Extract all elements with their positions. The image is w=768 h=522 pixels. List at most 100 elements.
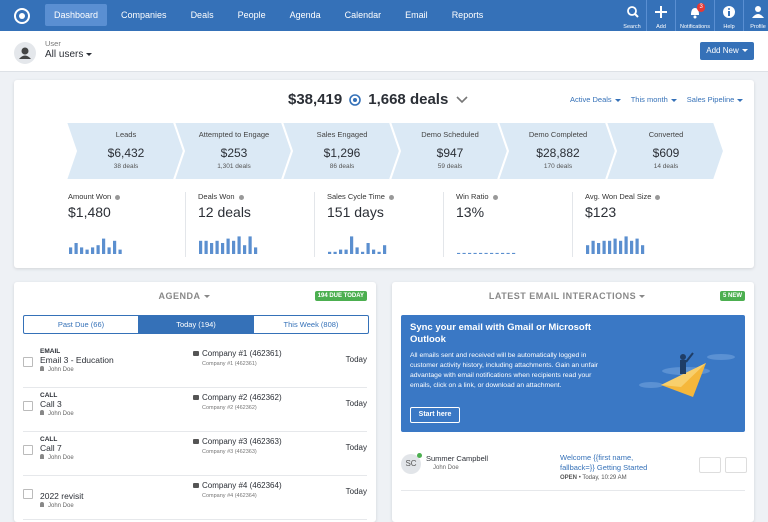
- checkbox[interactable]: [23, 401, 33, 411]
- email-title[interactable]: LATEST EMAIL INTERACTIONS: [392, 291, 742, 301]
- filter[interactable]: Sales Pipeline: [687, 95, 744, 104]
- nav-action[interactable]: Profile: [743, 0, 768, 31]
- email-title-text: LATEST EMAIL INTERACTIONS: [488, 291, 637, 301]
- kpi: Win Ratio 13%: [443, 192, 574, 257]
- nav-action[interactable]: Search: [618, 0, 646, 31]
- kpi-sparkbars: [69, 238, 122, 254]
- email-item[interactable]: SC Summer Campbell John Doe Welcome {{first…: [401, 442, 747, 491]
- top-nav: Dashboard Companies Deals People Agenda Calen…: [0, 0, 768, 31]
- agenda-badge: 194 DUE TODAY: [314, 291, 367, 301]
- nav-item[interactable]: Deals: [190, 10, 214, 20]
- agenda-row[interactable]: CALL Call 7 John Doe Company #3 (462363) Com…: [23, 432, 367, 476]
- agenda-rows: EMAIL Email 3 - Education John Doe Company …: [14, 344, 376, 520]
- nav-item[interactable]: Companies: [121, 10, 167, 20]
- person-icon: [40, 454, 44, 459]
- nav-item[interactable]: Email: [405, 10, 428, 20]
- row-company-sub: Company #2 (462362): [202, 405, 257, 411]
- funnel-stage-text[interactable]: Attempted to Engage $253 1,301 deals: [180, 122, 288, 170]
- info-icon[interactable]: [238, 194, 244, 200]
- bar: [506, 252, 510, 254]
- kpi-label-row: Avg. Won Deal Size: [585, 192, 703, 201]
- agenda-tab[interactable]: Past Due (66): [57, 320, 105, 329]
- info-icon[interactable]: [492, 194, 498, 200]
- stage-amount: $253: [220, 146, 248, 160]
- checkbox[interactable]: [23, 489, 33, 499]
- funnel-stage-text[interactable]: Demo Scheduled $947 59 deals: [396, 122, 504, 170]
- kpi-label-row: Amount Won: [68, 192, 186, 201]
- user-select[interactable]: All users: [45, 49, 93, 60]
- filter[interactable]: This month: [631, 95, 677, 104]
- nav-item[interactable]: People: [237, 10, 266, 20]
- email-subject[interactable]: Welcome {{first name, fallback=}} Gettin…: [560, 453, 648, 472]
- promo-box: Sync your email with Gmail or Microsoft …: [401, 315, 745, 432]
- funnel-stage-text[interactable]: Sales Engaged $1,296 86 deals: [288, 122, 396, 170]
- summary-amount: $38,419: [288, 91, 343, 108]
- bar: [237, 236, 241, 254]
- person-icon: [40, 410, 44, 415]
- email-name: Summer Campbell: [426, 454, 489, 463]
- stage-deals: 38 deals: [113, 163, 139, 170]
- stage-amount: $6,432: [107, 146, 145, 160]
- info-icon[interactable]: [115, 194, 121, 200]
- kpi: Amount Won $1,480: [68, 192, 186, 257]
- forward-button[interactable]: [725, 457, 747, 473]
- funnel-stage: [388, 122, 510, 180]
- kpi-label-row: Win Ratio: [456, 192, 574, 201]
- nav-action[interactable]: Add: [646, 0, 675, 31]
- summary-chevron[interactable]: [454, 95, 470, 105]
- nav-item[interactable]: Agenda: [289, 10, 321, 20]
- filter-label: This month: [630, 95, 668, 104]
- bar: [113, 240, 117, 254]
- row-company[interactable]: Company #4 (462364): [193, 481, 282, 490]
- bar: [74, 243, 78, 254]
- row-owner: John Doe: [40, 454, 74, 461]
- filter-label: Sales Pipeline: [686, 95, 735, 104]
- info-icon[interactable]: [655, 194, 661, 200]
- funnel-stage: [280, 122, 402, 180]
- bar: [591, 240, 595, 254]
- agenda-title[interactable]: AGENDA: [14, 291, 354, 301]
- info-icon[interactable]: [388, 194, 394, 200]
- funnel: Leads $6,432 38 deals Attempted to Engage $2…: [66, 122, 728, 180]
- kpi-value: 13%: [456, 204, 485, 220]
- kpi-sparkbars: [586, 236, 645, 254]
- add-new-button[interactable]: Add New: [700, 42, 754, 60]
- checkbox[interactable]: [23, 445, 33, 455]
- row-company[interactable]: Company #2 (462362): [193, 393, 282, 402]
- funnel-stage-text[interactable]: Demo Completed $28,882 170 deals: [504, 122, 612, 170]
- row-type: EMAIL: [40, 348, 61, 355]
- checkbox[interactable]: [23, 357, 33, 367]
- reply-button[interactable]: [699, 457, 721, 473]
- row-company[interactable]: Company #1 (462361): [193, 349, 282, 358]
- filter-label: Active Deals: [570, 95, 612, 104]
- nav-item[interactable]: Reports: [451, 10, 484, 20]
- agenda-tab[interactable]: Today (194): [138, 316, 253, 333]
- funnel-stage-text[interactable]: Leads $6,432 38 deals: [72, 122, 180, 170]
- start-button[interactable]: Start here: [410, 407, 460, 423]
- bar: [602, 240, 606, 254]
- bar: [80, 247, 84, 254]
- agenda-tab[interactable]: This Week (808): [253, 316, 368, 333]
- nav-item[interactable]: Dashboard: [45, 4, 108, 26]
- bar: [199, 240, 203, 254]
- filter[interactable]: Active Deals: [570, 95, 621, 104]
- funnel-stage-text[interactable]: Converted $609 14 deals: [612, 122, 720, 170]
- bar: [624, 236, 628, 254]
- row-company[interactable]: Company #3 (462363): [193, 437, 282, 446]
- bar: [355, 247, 359, 254]
- owner-name: John Doe: [48, 367, 74, 373]
- kpi-sparkbars: [328, 236, 387, 254]
- nav-item[interactable]: Calendar: [344, 10, 382, 20]
- agenda-row[interactable]: 2022 revisit John Doe Company #4 (462364) C…: [23, 476, 367, 520]
- nav-action[interactable]: Help: [714, 0, 743, 31]
- bar: [613, 238, 617, 254]
- stage-amount: $609: [652, 146, 680, 160]
- agenda-row[interactable]: CALL Call 3 John Doe Company #2 (462362) Com…: [23, 388, 367, 432]
- agenda-row[interactable]: EMAIL Email 3 - Education John Doe Company …: [23, 344, 367, 388]
- row-due: Today: [345, 355, 367, 364]
- nav-action[interactable]: Notifications 3: [675, 0, 714, 31]
- bar: [586, 245, 590, 254]
- nav-action-label: Help: [723, 24, 735, 30]
- bar: [69, 247, 73, 254]
- bar: [243, 245, 247, 254]
